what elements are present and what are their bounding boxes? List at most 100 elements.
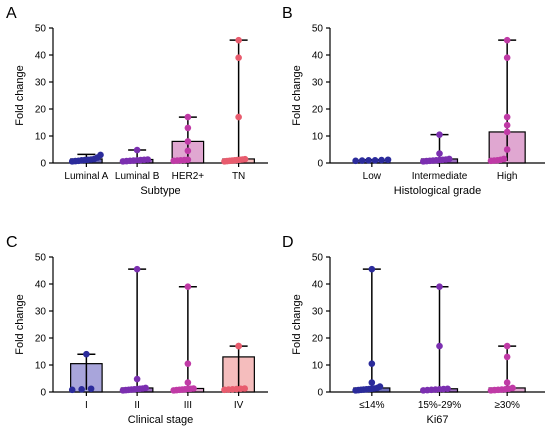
- panel-d: D 0 10 20 30 40 50 Fold change ≤14% 15%-29% ≥30% Ki…: [282, 234, 545, 426]
- category-1: II: [119, 265, 154, 411]
- category-2: High: [487, 36, 526, 182]
- data-point: [184, 360, 192, 367]
- x-axis-title: Histological grade: [394, 185, 481, 197]
- data-point: [436, 283, 443, 291]
- y-tick-label: 30: [35, 78, 47, 89]
- x-tick-label: Intermediate: [412, 171, 468, 182]
- category-3: IV: [221, 342, 255, 411]
- x-axis-title: Ki67: [426, 414, 448, 426]
- data-point: [78, 386, 85, 393]
- data-point: [444, 385, 451, 393]
- y-tick-label: 0: [317, 159, 323, 170]
- y-tick-label: 50: [312, 253, 324, 264]
- data-point: [235, 54, 242, 61]
- category-1: Intermediate: [412, 131, 468, 182]
- data-point: [368, 265, 376, 273]
- data-point: [235, 342, 242, 350]
- y-tick-label: 40: [35, 51, 47, 62]
- category-2: HER2+: [170, 113, 204, 182]
- data-point: [503, 36, 511, 44]
- data-point: [500, 155, 508, 163]
- data-point: [368, 379, 376, 386]
- x-tick-label: I: [85, 400, 88, 411]
- data-point: [184, 283, 192, 291]
- y-tick-label: 20: [35, 334, 47, 345]
- data-point: [503, 342, 511, 350]
- data-point: [503, 379, 511, 386]
- y-tick-label: 40: [35, 280, 47, 291]
- category-2: ≥30%: [487, 342, 526, 411]
- data-point: [503, 54, 511, 61]
- y-tick-label: 0: [317, 388, 323, 399]
- data-point: [241, 385, 248, 392]
- x-tick-label: ≥30%: [494, 400, 520, 411]
- data-point: [68, 386, 76, 394]
- y-axis-title: Fold change: [14, 294, 26, 355]
- data-point: [509, 384, 516, 392]
- x-axis-title: Subtype: [140, 185, 180, 197]
- data-point: [184, 156, 192, 164]
- y-tick-label: 50: [312, 24, 324, 35]
- x-tick-label: III: [184, 400, 192, 411]
- data-point: [83, 350, 90, 358]
- x-tick-label: IV: [234, 400, 244, 411]
- panel-letter: D: [282, 234, 294, 251]
- y-tick-label: 40: [312, 280, 324, 291]
- data-point: [503, 113, 511, 121]
- data-point: [503, 121, 511, 129]
- y-tick-label: 10: [35, 132, 47, 143]
- category-0: Luminal A: [64, 151, 109, 182]
- panel-b: B 0 10 20 30 40 50 Fold change Low Intermediate Hi…: [282, 5, 545, 197]
- panel-a: A 0 10 20 30 40 50 Fold change Luminal A Luminal …: [6, 5, 268, 197]
- data-point: [503, 353, 511, 361]
- data-point: [352, 157, 359, 165]
- data-point: [436, 342, 443, 350]
- y-tick-label: 20: [312, 105, 324, 116]
- y-tick-label: 50: [35, 253, 47, 264]
- y-tick-label: 10: [312, 132, 324, 143]
- y-tick-label: 30: [312, 307, 324, 318]
- data-point: [503, 128, 511, 136]
- data-point: [368, 360, 376, 367]
- data-point: [144, 156, 152, 163]
- data-point: [184, 124, 192, 132]
- panel-letter: C: [6, 234, 18, 251]
- panel-letter: A: [6, 5, 17, 22]
- data-point: [384, 156, 392, 164]
- y-axis-title: Fold change: [291, 294, 303, 355]
- y-tick-label: 30: [35, 307, 47, 318]
- data-point: [184, 113, 192, 121]
- category-2: III: [170, 283, 205, 411]
- x-tick-label: 15%-29%: [418, 400, 461, 411]
- x-tick-label: Luminal A: [64, 171, 108, 182]
- category-1: 15%-29%: [418, 283, 461, 411]
- data-point: [87, 385, 95, 393]
- y-tick-label: 50: [35, 24, 47, 35]
- x-tick-label: TN: [232, 171, 245, 182]
- data-point: [133, 375, 141, 383]
- category-1: Luminal B: [115, 146, 160, 182]
- data-point: [503, 146, 511, 153]
- x-tick-label: II: [134, 400, 140, 411]
- data-point: [184, 379, 192, 386]
- data-point: [142, 384, 149, 392]
- category-3: TN: [221, 36, 255, 182]
- y-tick-label: 20: [35, 105, 47, 116]
- data-point: [133, 146, 141, 154]
- y-tick-label: 40: [312, 51, 324, 62]
- data-point: [235, 113, 242, 121]
- data-point: [376, 383, 384, 390]
- data-point: [445, 155, 453, 163]
- data-point: [365, 157, 372, 164]
- data-point: [436, 150, 443, 157]
- y-tick-label: 0: [40, 159, 46, 170]
- x-axis-title: Clinical stage: [128, 414, 193, 426]
- category-0: ≤14%: [352, 265, 391, 411]
- y-tick-label: 0: [40, 388, 46, 399]
- x-tick-label: High: [497, 171, 518, 182]
- x-tick-label: Luminal B: [115, 171, 160, 182]
- data-point: [184, 147, 192, 155]
- y-tick-label: 10: [312, 361, 324, 372]
